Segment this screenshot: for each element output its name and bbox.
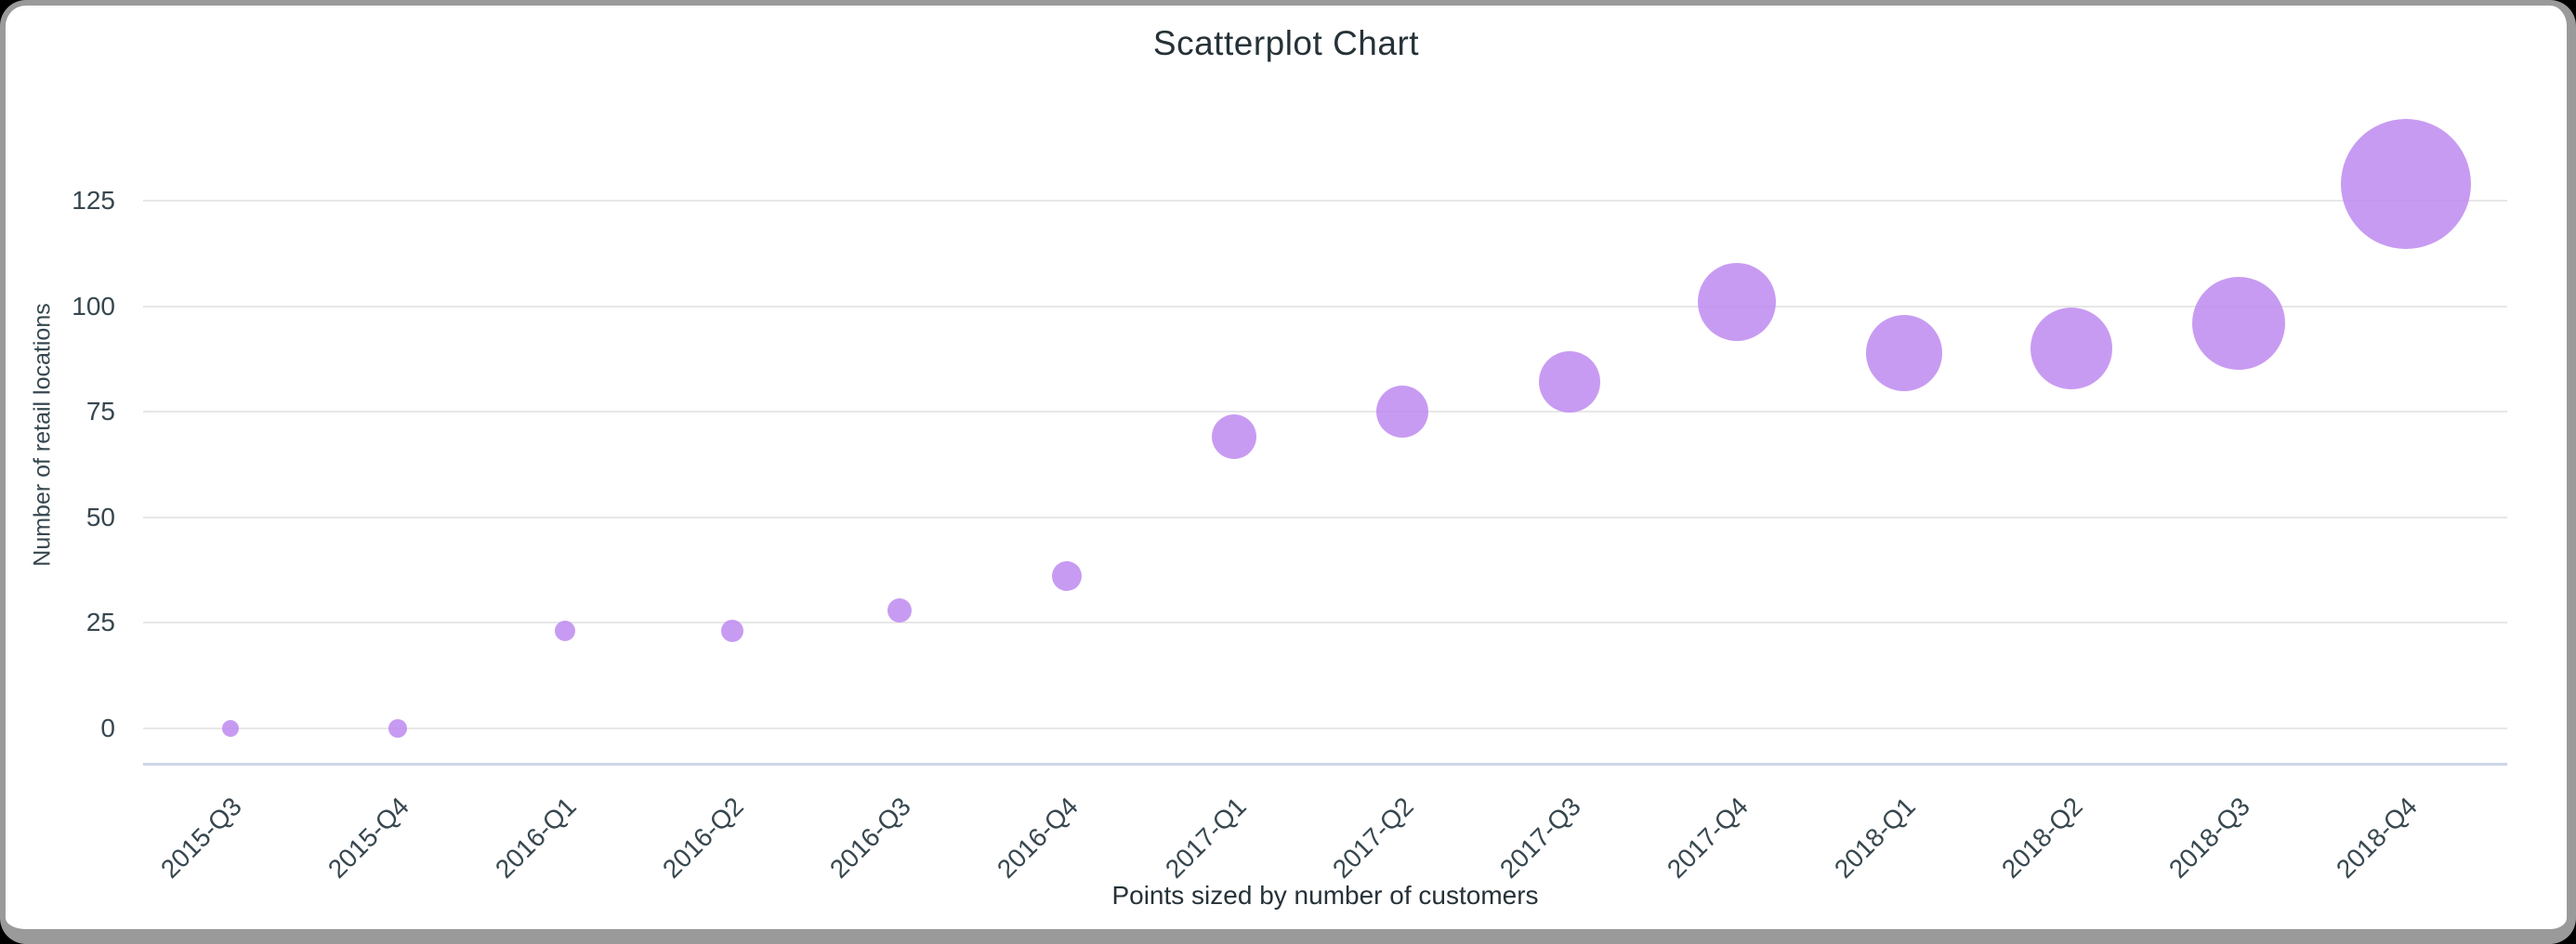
gridline-y-25 xyxy=(143,622,2507,624)
scatter-point-2015-Q4[interactable] xyxy=(388,719,408,738)
x-axis-line xyxy=(143,763,2507,766)
x-tick-label-2018-Q3: 2018-Q3 xyxy=(2162,792,2255,884)
x-tick-label-2016-Q3: 2016-Q3 xyxy=(824,792,917,884)
scatter-point-2015-Q3[interactable] xyxy=(222,720,239,737)
gridline-y-0 xyxy=(143,728,2507,729)
x-tick-label-2018-Q1: 2018-Q1 xyxy=(1828,792,1921,884)
x-tick-label-2016-Q4: 2016-Q4 xyxy=(992,792,1084,884)
gridline-y-125 xyxy=(143,200,2507,202)
y-tick-label-100: 100 xyxy=(72,291,115,321)
x-tick-label-2016-Q2: 2016-Q2 xyxy=(657,792,750,884)
gridline-y-100 xyxy=(143,305,2507,308)
scatter-point-2017-Q1[interactable] xyxy=(1212,414,1257,460)
y-tick-label-0: 0 xyxy=(100,714,115,742)
x-tick-label-2017-Q1: 2017-Q1 xyxy=(1159,792,1252,884)
scatter-point-2018-Q3[interactable] xyxy=(2191,276,2285,370)
scatter-point-2016-Q3[interactable] xyxy=(887,597,913,623)
scatter-point-2016-Q4[interactable] xyxy=(1052,561,1083,592)
x-tick-label-2017-Q4: 2017-Q4 xyxy=(1661,792,1754,884)
gridline-y-75 xyxy=(143,411,2507,413)
y-tick-label-75: 75 xyxy=(85,397,115,426)
scatter-point-2018-Q2[interactable] xyxy=(2030,308,2112,390)
x-tick-label-2015-Q4: 2015-Q4 xyxy=(322,792,414,884)
x-tick-label-2017-Q2: 2017-Q2 xyxy=(1326,792,1419,884)
x-tick-label-2015-Q3: 2015-Q3 xyxy=(154,792,247,884)
scatter-point-2017-Q4[interactable] xyxy=(1697,263,1776,342)
y-tick-label-50: 50 xyxy=(85,502,115,531)
x-tick-label-2018-Q2: 2018-Q2 xyxy=(1995,792,2088,884)
scatter-point-2016-Q1[interactable] xyxy=(555,621,576,642)
x-axis-caption: Points sized by number of customers xyxy=(1111,881,1539,910)
scatter-point-2017-Q3[interactable] xyxy=(1538,351,1600,413)
gridline-y-50 xyxy=(143,516,2507,518)
scatter-point-2018-Q1[interactable] xyxy=(1865,314,1942,391)
y-tick-label-25: 25 xyxy=(85,608,115,637)
scatter-point-2016-Q2[interactable] xyxy=(721,620,744,643)
scatter-point-2018-Q4[interactable] xyxy=(2341,118,2472,249)
chart-title: Scatterplot Chart xyxy=(1152,24,1420,62)
scatter-point-2017-Q2[interactable] xyxy=(1375,386,1428,439)
x-tick-label-2016-Q1: 2016-Q1 xyxy=(490,792,583,884)
y-tick-label-125: 125 xyxy=(72,186,115,215)
x-tick-label-2018-Q4: 2018-Q4 xyxy=(2330,792,2423,884)
x-tick-label-2017-Q3: 2017-Q3 xyxy=(1493,792,1586,884)
